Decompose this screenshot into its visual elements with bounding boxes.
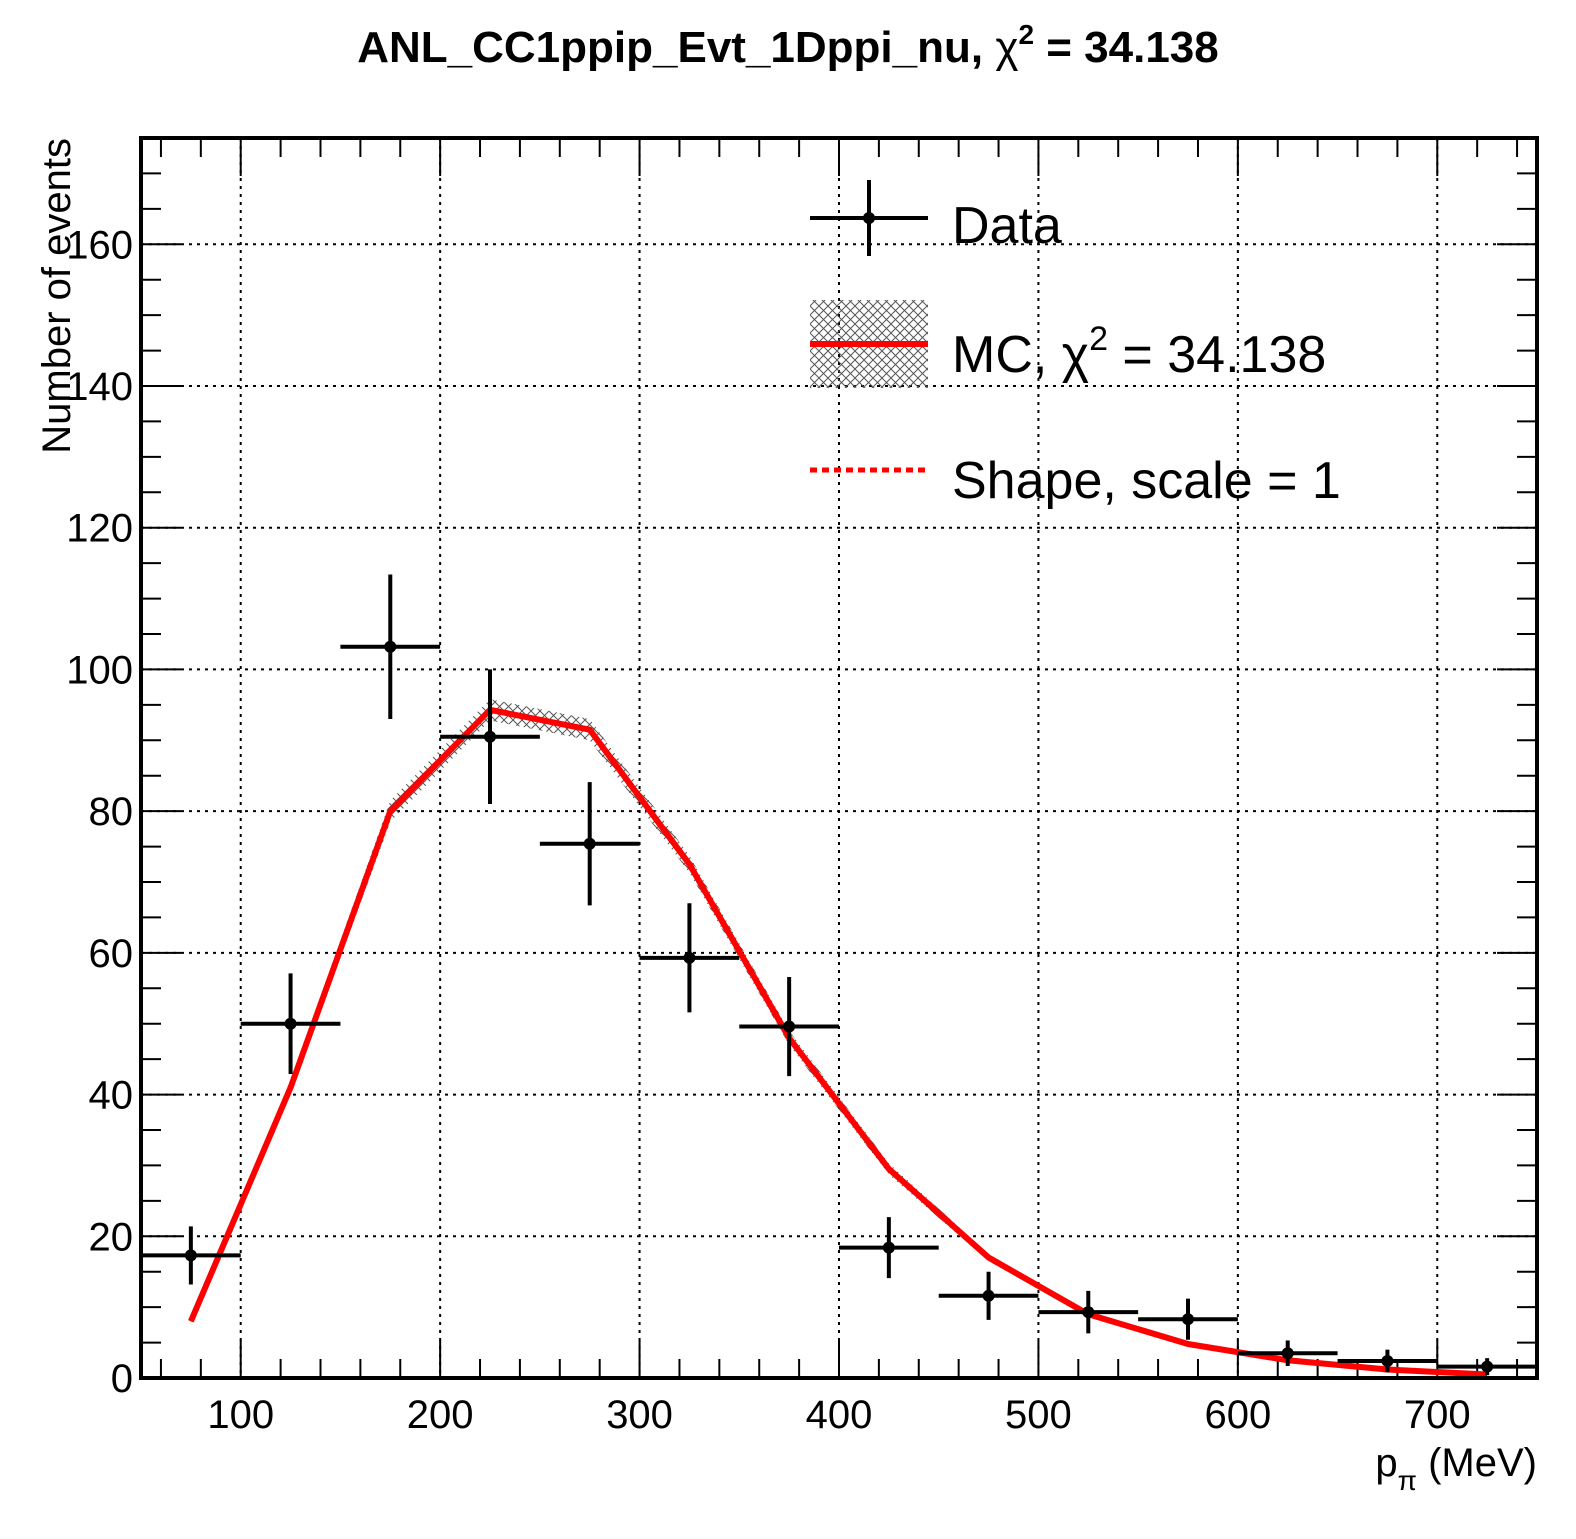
data-marker [982, 1289, 995, 1302]
legend-mc-main: MC, [952, 326, 1062, 384]
legend-mc-value: = 34.138 [1108, 326, 1326, 384]
data-marker [783, 1020, 796, 1033]
data-point [539, 782, 640, 906]
x-axis-title: pπ (MeV) [1375, 1441, 1537, 1496]
y-tick-label: 80 [89, 790, 134, 834]
x-tick-label: 200 [407, 1393, 474, 1437]
data-point [240, 973, 341, 1075]
x-axis-title-unit: (MeV) [1417, 1441, 1537, 1485]
data-marker [184, 1249, 197, 1262]
y-tick-label: 160 [66, 223, 133, 267]
x-tick-label: 400 [806, 1393, 873, 1437]
data-points-layer [141, 574, 1537, 1376]
y-tick-label: 60 [89, 932, 134, 976]
data-marker [384, 640, 397, 653]
data-point [340, 574, 441, 720]
data-marker [683, 951, 696, 964]
data-point [938, 1271, 1039, 1320]
data-marker [484, 730, 496, 743]
x-tick-label: 700 [1404, 1393, 1471, 1437]
legend-mc-chi: χ [1062, 326, 1089, 384]
legend-mc-sup: 2 [1089, 320, 1108, 358]
x-axis-title-main: p [1375, 1441, 1397, 1485]
data-marker [284, 1017, 297, 1030]
y-tick-label: 140 [66, 365, 133, 409]
data-marker [1381, 1354, 1394, 1367]
x-tick-label: 500 [1005, 1393, 1072, 1437]
mc-uncertainty-band [190, 699, 1488, 1376]
data-point [1337, 1349, 1438, 1373]
x-tick-label: 300 [606, 1393, 673, 1437]
chart-title-chi: χ [995, 23, 1018, 72]
x-tick-label: 100 [207, 1393, 274, 1437]
data-marker [583, 837, 596, 850]
chart-title-sup: 2 [1018, 19, 1034, 50]
axis-ticks [141, 137, 1537, 1378]
legend-mc-marker [810, 300, 928, 388]
y-tick-label: 40 [89, 1074, 134, 1118]
tick-labels: 100 200 300 400 500 600 700 0 20 40 60 80 100 120 140 1… [66, 223, 1470, 1437]
data-marker [1182, 1313, 1194, 1326]
data-point [141, 1226, 241, 1285]
mc-line [188, 706, 1488, 1378]
chart-title-value: = 34.138 [1034, 23, 1219, 72]
data-point [1237, 1340, 1338, 1366]
y-tick-label: 0 [111, 1357, 133, 1401]
legend-mc-label: MC, χ2 = 34.138 [952, 320, 1326, 384]
data-point [1138, 1298, 1238, 1340]
chart-title: ANL_CC1ppip_Evt_1Dppi_nu, χ2 = 34.138 [357, 19, 1219, 72]
mc-line-layer [188, 706, 1488, 1378]
x-axis-title-sub: π [1398, 1465, 1417, 1496]
x-tick-label: 600 [1204, 1393, 1271, 1437]
data-marker [1082, 1306, 1095, 1319]
data-point [739, 976, 839, 1077]
y-tick-label: 100 [66, 648, 133, 692]
data-point [1437, 1358, 1537, 1376]
data-point [440, 669, 540, 805]
legend-shape-label: Shape, scale = 1 [952, 452, 1341, 510]
chart-title-main: ANL_CC1ppip_Evt_1Dppi_nu, [357, 23, 995, 72]
data-point [639, 903, 740, 1013]
plot-frame [139, 136, 1539, 1380]
grid-layer [141, 138, 1537, 1378]
y-tick-label: 20 [89, 1215, 134, 1259]
data-marker [1281, 1347, 1294, 1360]
data-marker [882, 1241, 895, 1254]
legend-data-marker [810, 180, 928, 256]
mc-uncertainty-band-layer [190, 699, 1488, 1376]
legend-data-label: Data [952, 197, 1062, 255]
y-tick-label: 120 [66, 507, 133, 551]
data-marker [1481, 1360, 1494, 1373]
data-point [839, 1217, 939, 1279]
legend: Data MC, χ2 = 34.138 Shape, scale = 1 [810, 180, 1341, 510]
data-point [1038, 1290, 1139, 1334]
y-axis-title: Number of events [35, 138, 79, 454]
